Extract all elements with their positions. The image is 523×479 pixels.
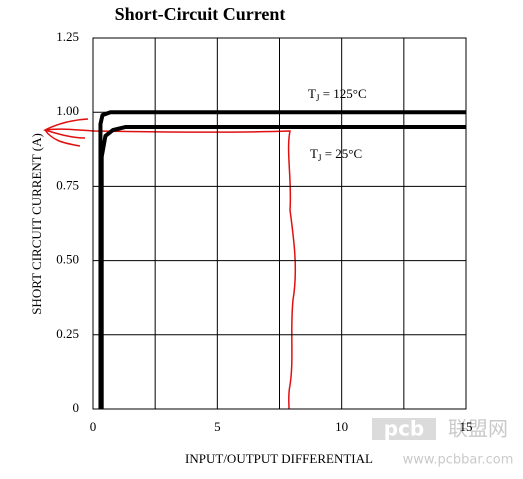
watermark: pcb 联盟网 www.pcbbar.com — [372, 417, 513, 468]
y-axis-label: SHORT CIRCUIT CURRENT (A) — [29, 133, 44, 315]
x-axis-label: INPUT/OUTPUT DIFFERENTIAL — [185, 451, 373, 466]
watermark-url: www.pcbbar.com — [403, 453, 514, 468]
watermark-site: 联盟网 — [448, 417, 508, 441]
x-tick-label: 15 — [460, 419, 473, 434]
y-tick-label: 1.00 — [56, 103, 79, 118]
y-tick-label: 0.25 — [56, 326, 79, 341]
y-tick-label: 0.50 — [56, 252, 79, 267]
series-label: TJ = 125°C — [308, 86, 367, 103]
x-tick-label: 10 — [335, 419, 348, 434]
x-tick-label: 5 — [214, 419, 221, 434]
red-annotations — [42, 118, 297, 410]
series-label: TJ = 25°C — [310, 146, 362, 163]
watermark-logo: pcb — [384, 417, 425, 441]
line — [99, 125, 466, 409]
x-tick-label: 0 — [90, 419, 97, 434]
y-tick-label: 0.75 — [56, 177, 79, 192]
y-tick-label: 1.25 — [56, 29, 79, 44]
chart-title: Short-Circuit Current — [115, 4, 286, 24]
watermark-box — [372, 418, 436, 440]
y-tick-label: 0 — [73, 400, 80, 415]
